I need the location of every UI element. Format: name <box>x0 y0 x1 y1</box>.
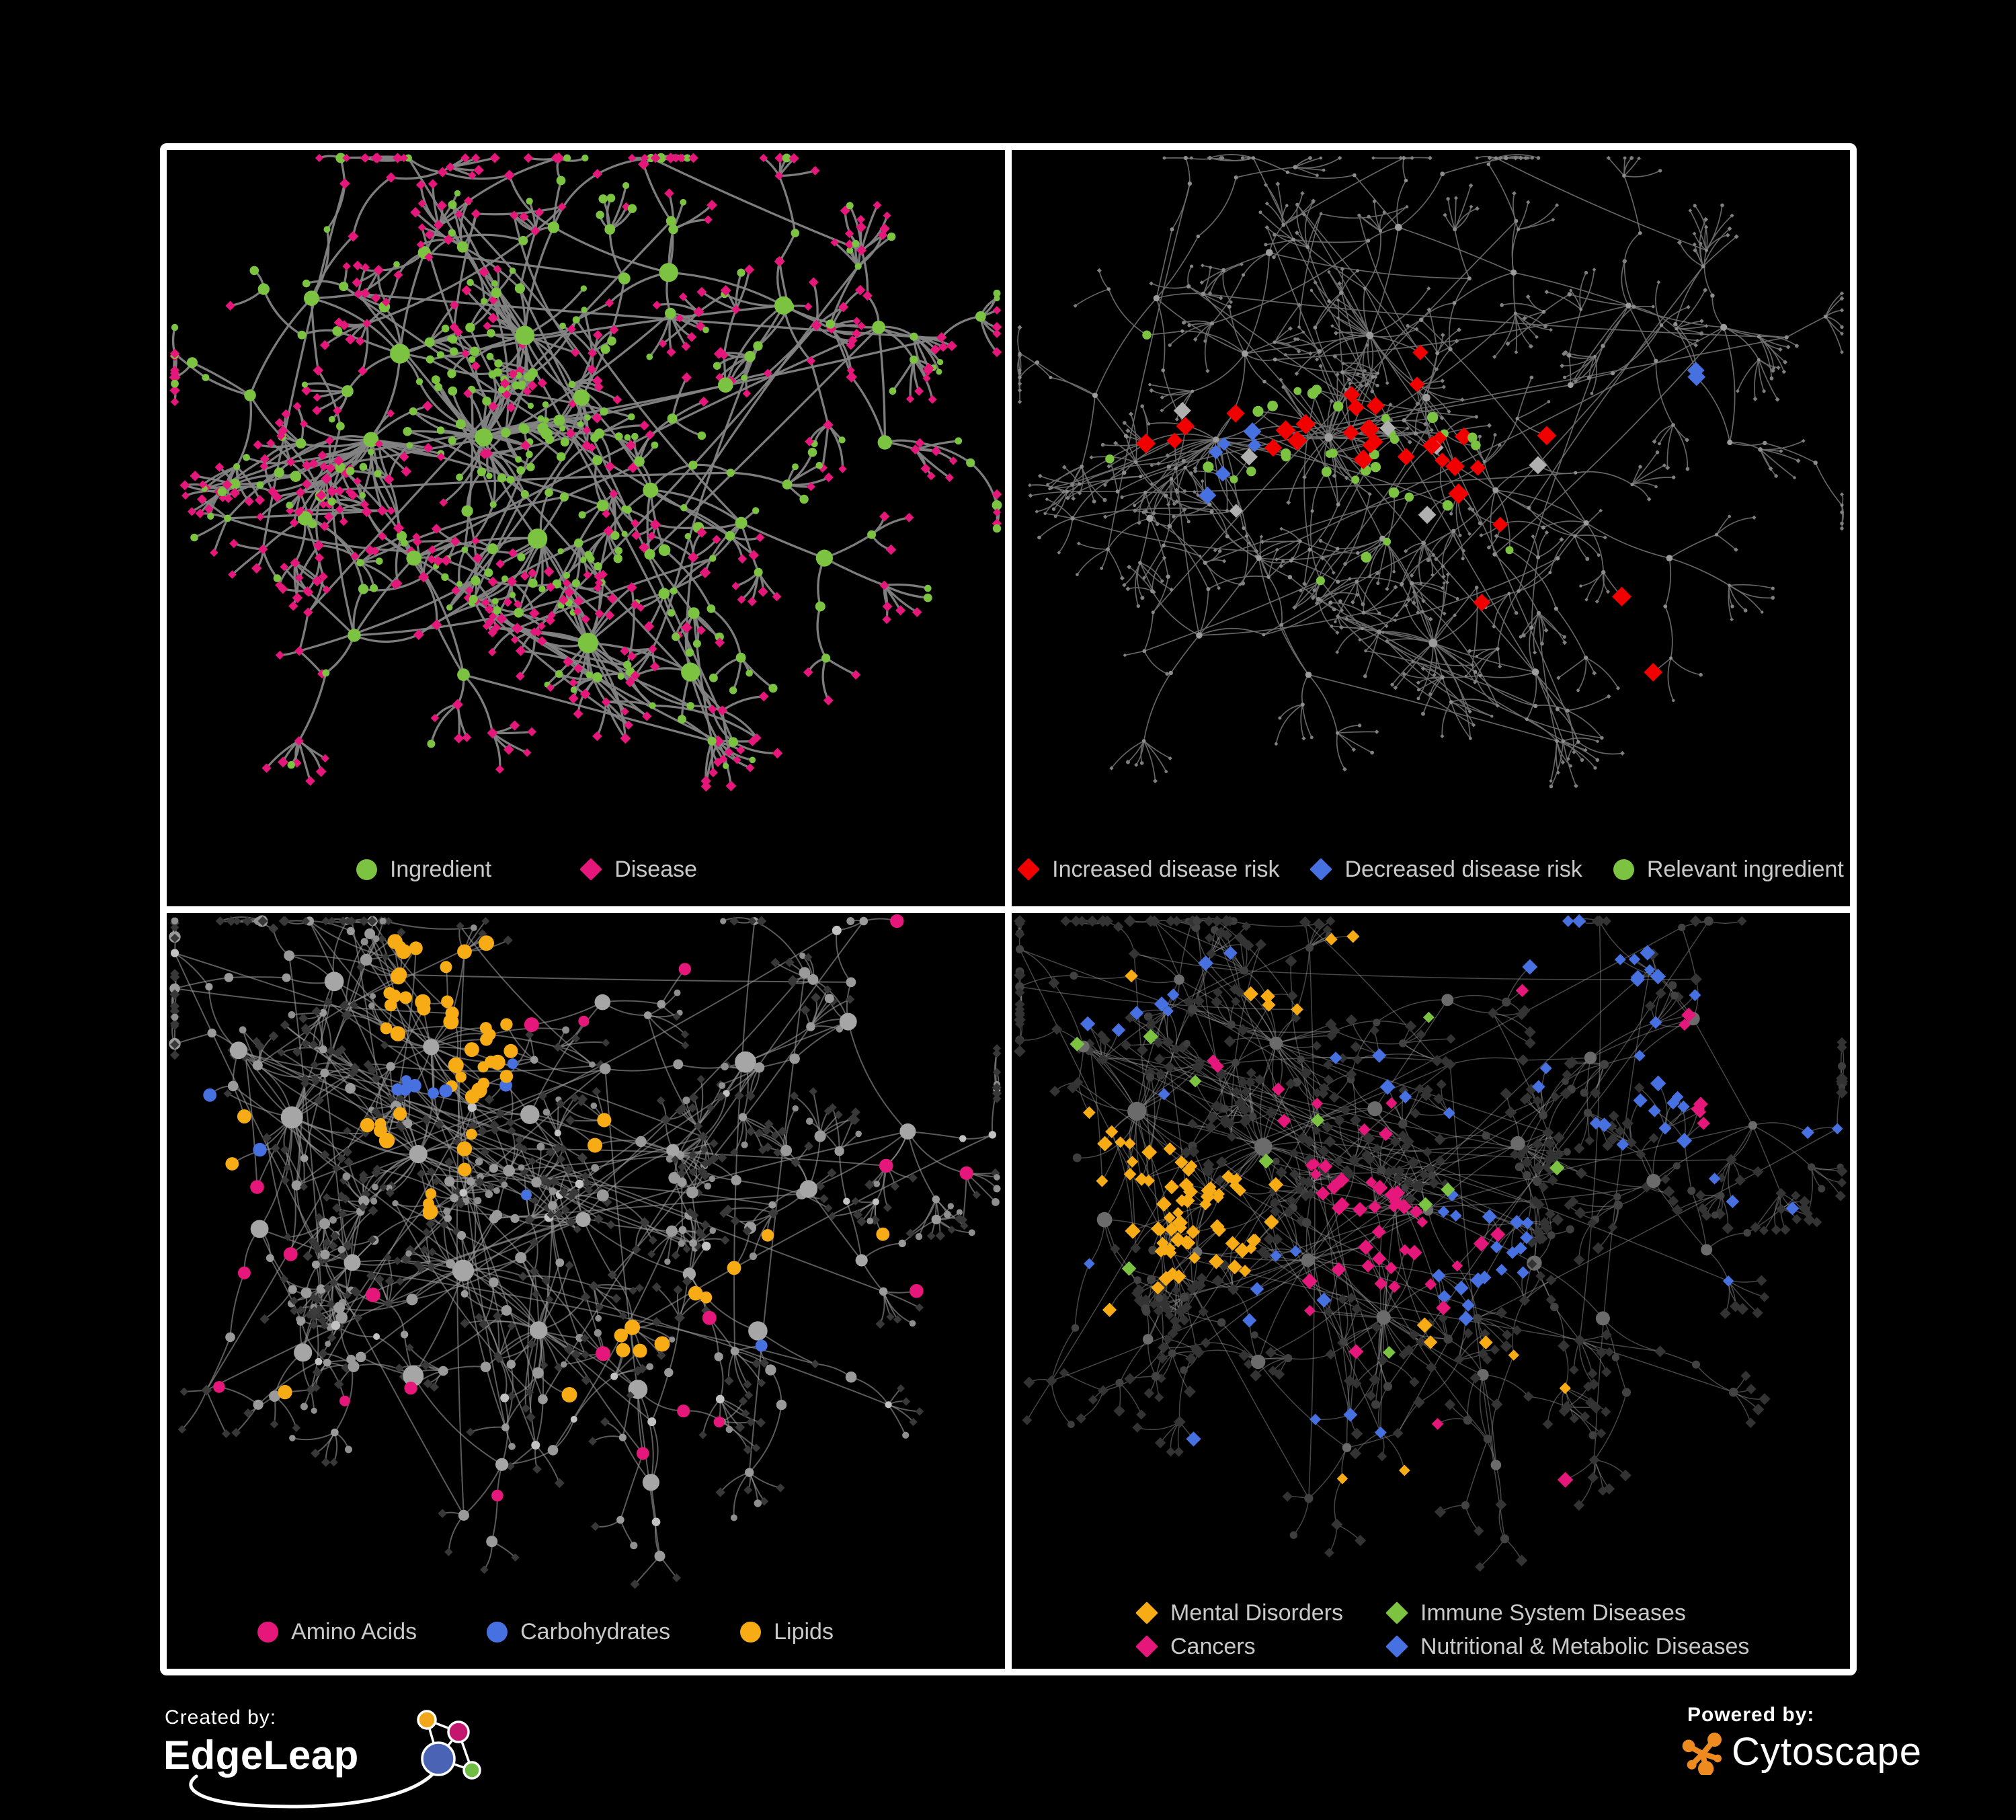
cytoscape-icon-nodes <box>1682 1733 1722 1775</box>
legend-item-ingredient: Ingredient <box>356 858 491 881</box>
panel-divider-horizontal <box>167 906 1850 913</box>
circle-icon <box>487 1621 508 1643</box>
legend-item-mental-disorders: Mental Disorders <box>1135 1600 1386 1626</box>
legend-ingredient-disease: Ingredient Disease <box>167 858 946 881</box>
legend-label: Immune System Diseases <box>1420 1600 1686 1626</box>
legend-disease-risk: Increased disease risk Decreased disease … <box>1012 858 1850 881</box>
edgeleap-branding: Created by: EdgeLeap <box>155 1701 518 1819</box>
panel-grid-frame: Ingredient Disease Increased disease risk… <box>160 143 1857 1675</box>
legend-item-cancers: Cancers <box>1135 1634 1386 1659</box>
legend-label: Mental Disorders <box>1170 1600 1343 1626</box>
legend-disease-classes: Mental Disorders Immune System Diseases Ca… <box>1135 1600 1750 1659</box>
diamond-icon <box>1385 1601 1408 1624</box>
edgeleap-logo-nodes <box>417 1710 481 1780</box>
nutrient-classes-network-canvas <box>169 914 1002 1589</box>
disease-classes-network-canvas <box>1014 914 1848 1572</box>
legend-item-carbohydrates: Carbohydrates <box>487 1620 670 1643</box>
edgeleap-logo-icon <box>189 1710 481 1809</box>
cytoscape-logo-icon <box>1682 1733 1722 1775</box>
disease-risk-network-canvas <box>1017 154 1845 789</box>
legend-item-nutritional-metabolic-diseases: Nutritional & Metabolic Diseases <box>1385 1634 1750 1659</box>
legend-label: Increased disease risk <box>1052 857 1280 882</box>
diamond-icon <box>579 858 603 881</box>
legend-label: Lipids <box>774 1619 834 1645</box>
legend-label: Decreased disease risk <box>1344 857 1582 882</box>
circle-icon <box>257 1621 279 1643</box>
legend-item-lipids: Lipids <box>740 1620 834 1643</box>
legend-label: Amino Acids <box>291 1619 417 1645</box>
circle-icon <box>356 859 377 880</box>
legend-label: Disease <box>614 857 698 882</box>
legend-item-decreased-disease-risk: Decreased disease risk <box>1309 857 1582 882</box>
diamond-icon <box>1135 1635 1158 1658</box>
diamond-icon <box>1017 858 1041 881</box>
diamond-icon <box>1385 1635 1408 1658</box>
legend-item-relevant-ingredient: Relevant ingredient <box>1613 858 1844 881</box>
legend-item-disease: Disease <box>579 857 698 882</box>
circle-icon <box>740 1621 762 1643</box>
circle-icon <box>1613 859 1634 880</box>
powered-by-label: Powered by: <box>1687 1704 1815 1726</box>
legend-item-increased-disease-risk: Increased disease risk <box>1017 857 1280 882</box>
legend-nutrient-classes: Amino Acids Carbohydrates Lipids <box>167 1620 965 1643</box>
panel-disease-classes-network: Mental Disorders Immune System Diseases Ca… <box>1012 913 1850 1669</box>
legend-label: Ingredient <box>389 857 492 882</box>
cytoscape-logo-text: Cytoscape <box>1732 1729 1923 1774</box>
panel-ingredient-disease-network: Ingredient Disease <box>167 150 1005 906</box>
panel-nutrient-classes-network: Amino Acids Carbohydrates Lipids <box>167 913 1005 1669</box>
panel-disease-risk-network: Increased disease risk Decreased disease … <box>1012 150 1850 906</box>
ingredient-disease-network-canvas <box>169 152 1002 792</box>
edgeleap-logo-text: EdgeLeap <box>163 1733 359 1778</box>
edgeleap-swoosh <box>189 1769 438 1809</box>
created-by-label: Created by: <box>165 1706 277 1729</box>
cytoscape-branding: Powered by: Cytosc <box>1679 1704 1995 1811</box>
legend-label: Relevant ingredient <box>1646 857 1844 882</box>
legend-item-immune-system-diseases: Immune System Diseases <box>1385 1600 1749 1626</box>
legend-label: Nutritional & Metabolic Diseases <box>1420 1634 1750 1659</box>
legend-label: Carbohydrates <box>520 1619 671 1645</box>
legend-label: Cancers <box>1170 1634 1256 1659</box>
diamond-icon <box>1309 858 1333 881</box>
legend-item-amino-acids: Amino Acids <box>257 1620 417 1643</box>
diamond-icon <box>1135 1601 1158 1624</box>
